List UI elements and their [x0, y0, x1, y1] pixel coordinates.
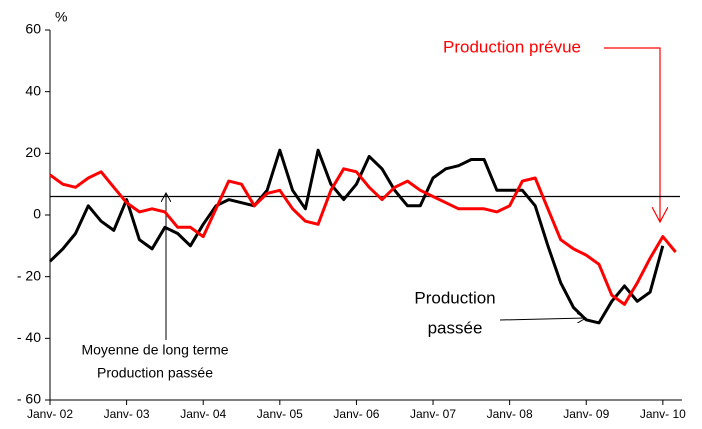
y-unit: %: [55, 9, 67, 25]
y-tick-label: 0: [33, 206, 41, 222]
y-tick-label: - 40: [17, 329, 41, 345]
x-tick-label: Janv- 03: [104, 407, 150, 421]
x-tick-label: Janv- 02: [27, 407, 73, 421]
annotation: Production passée: [97, 365, 213, 381]
annotation: passée: [428, 318, 483, 337]
line-series: [49, 167, 677, 306]
arrow: [499, 318, 586, 320]
annotation: Moyenne de long terme: [81, 342, 228, 358]
x-tick-label: Janv- 09: [563, 407, 609, 421]
y-tick-label: - 20: [17, 267, 41, 283]
y-tick-label: 40: [25, 82, 41, 98]
x-tick-label: Janv- 05: [257, 407, 303, 421]
x-tick-label: Janv- 10: [640, 407, 686, 421]
y-tick-label: 60: [25, 21, 41, 37]
arrow: [604, 47, 660, 222]
x-tick-label: Janv- 08: [487, 407, 533, 421]
y-tick-label: - 60: [17, 391, 41, 407]
x-tick-label: Janv- 07: [410, 407, 456, 421]
x-tick-label: Janv- 04: [180, 407, 226, 421]
annotation: Production prévue: [443, 37, 581, 56]
y-tick-label: 20: [25, 144, 41, 160]
x-tick-label: Janv- 06: [333, 407, 379, 421]
annotation: Production: [414, 288, 495, 307]
line-series: [48, 148, 665, 325]
